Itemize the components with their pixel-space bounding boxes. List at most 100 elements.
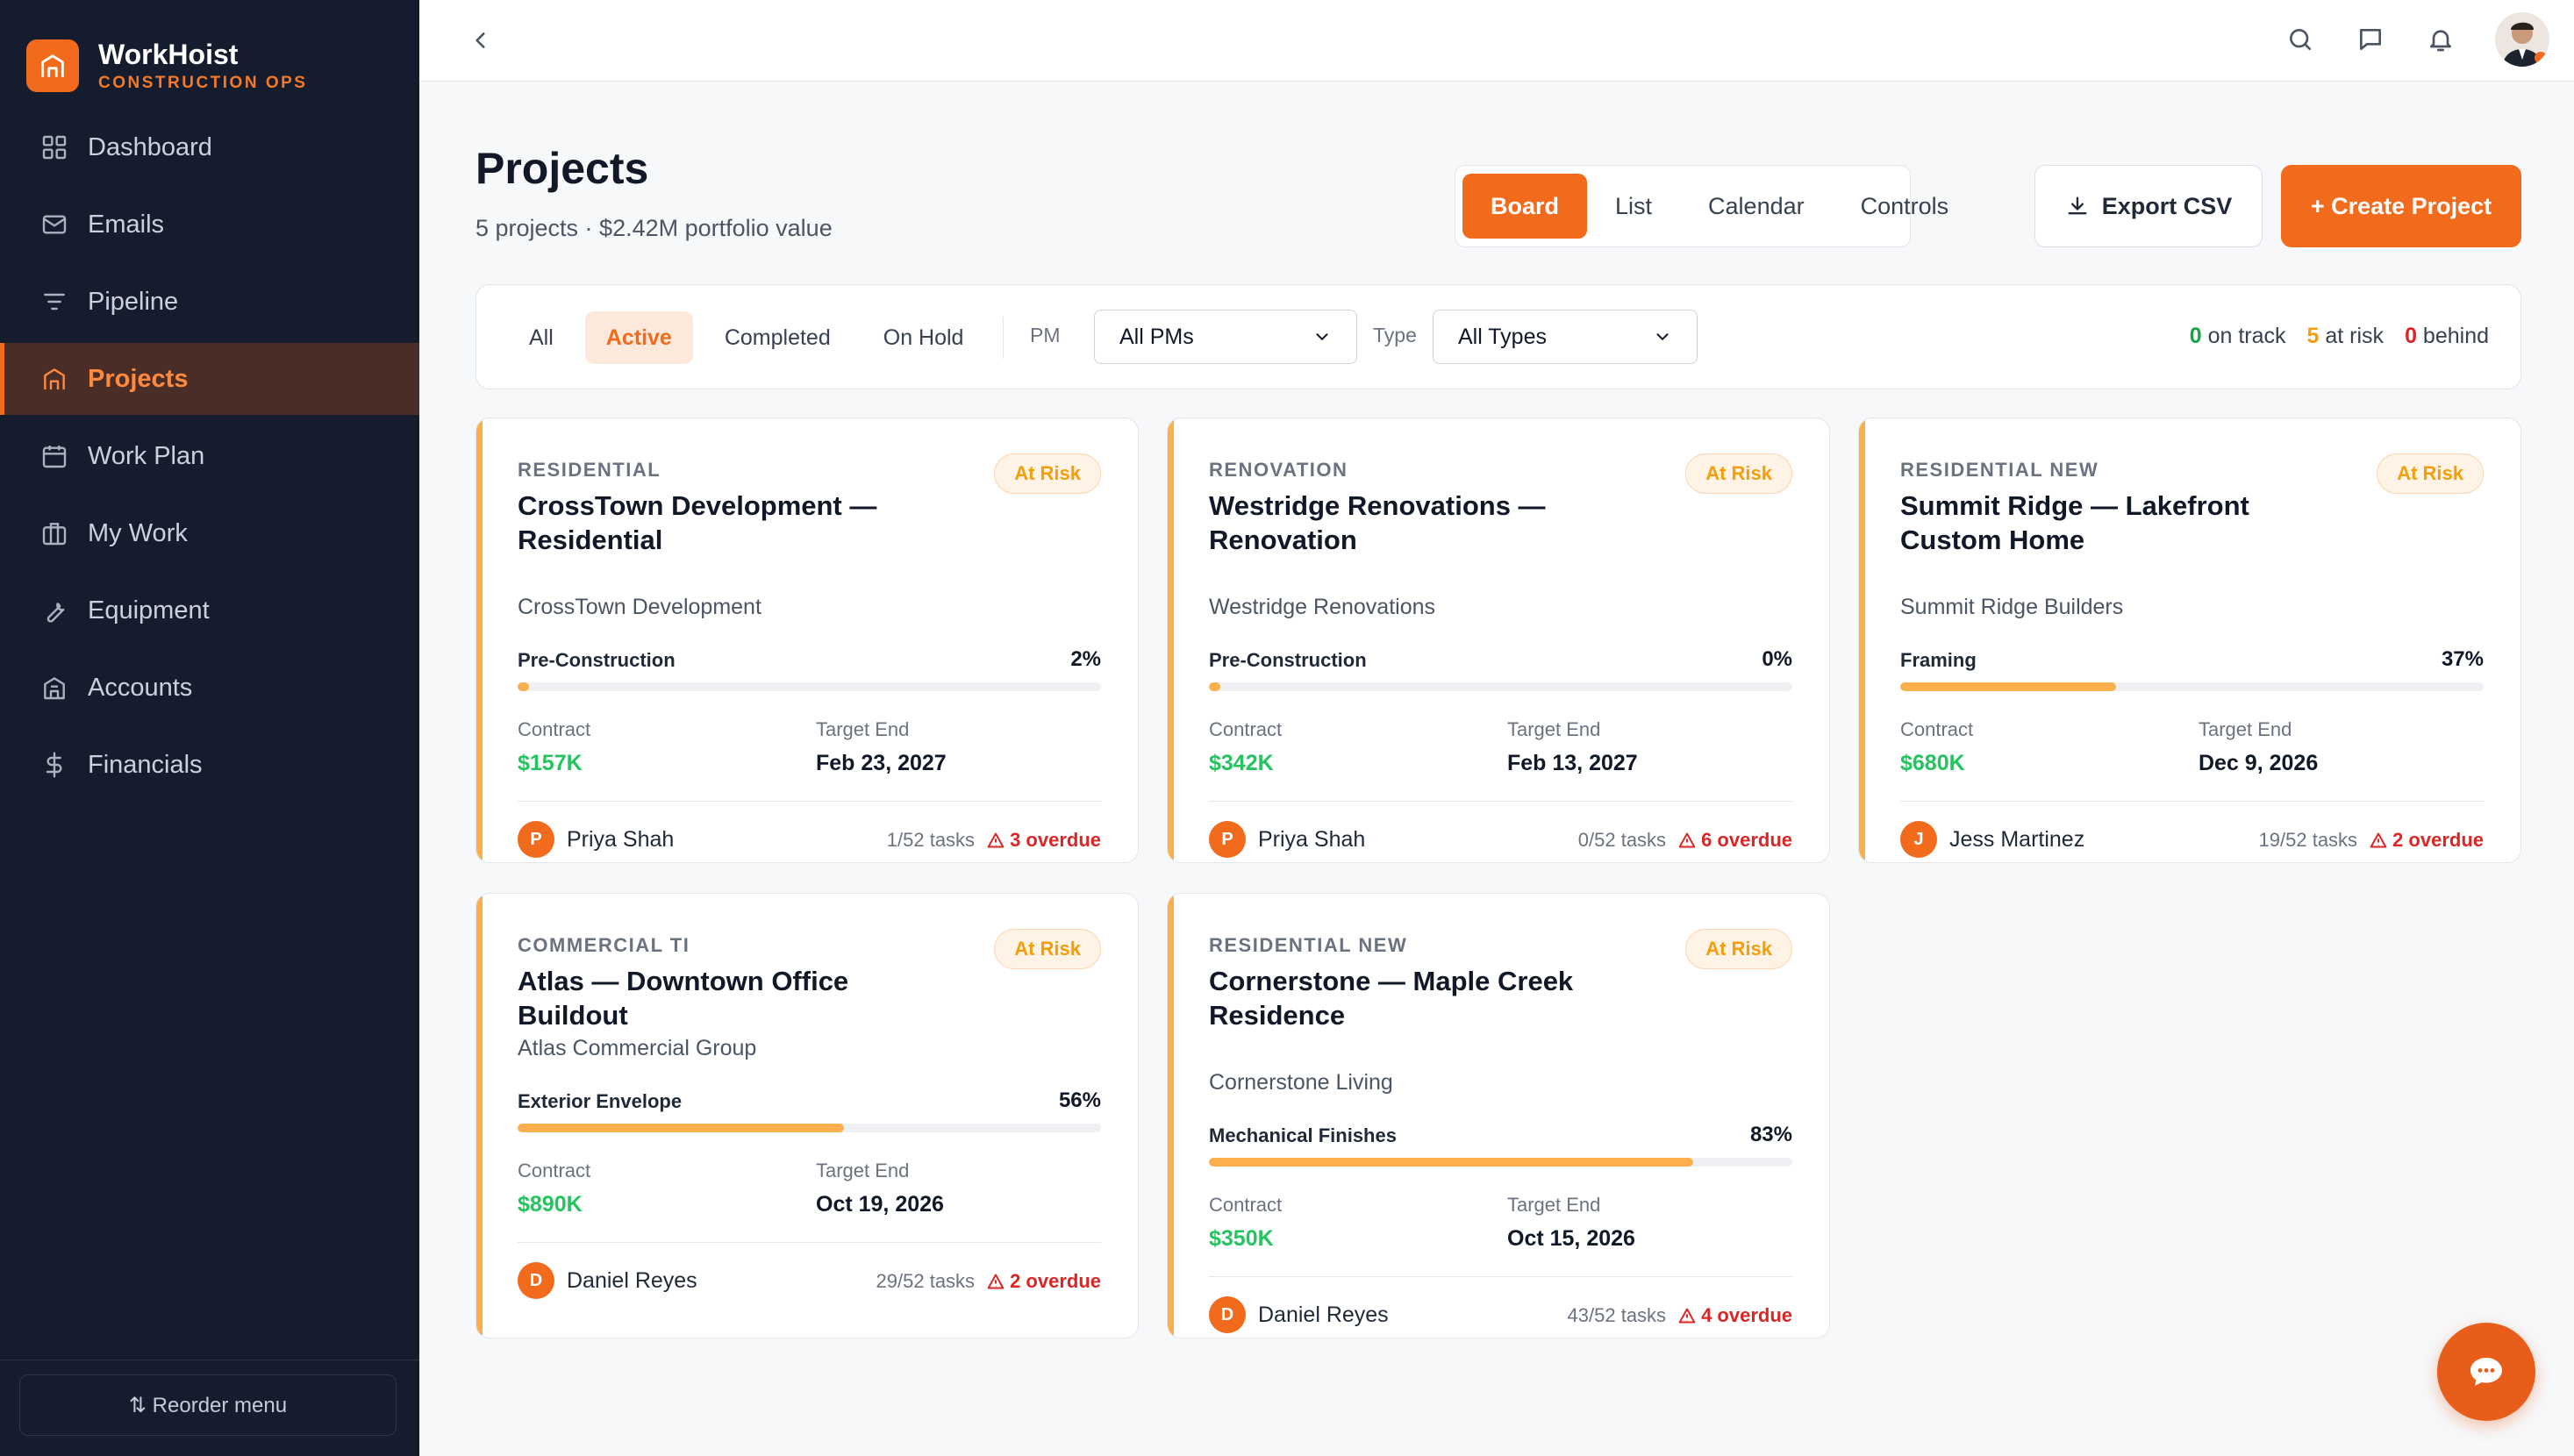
export-csv-button[interactable]: Export CSV	[2034, 165, 2263, 247]
pm-avatar: P	[518, 821, 554, 858]
project-category: COMMERCIAL TI	[518, 934, 690, 956]
reorder-menu-button[interactable]: ⇅ Reorder menu	[19, 1374, 397, 1436]
sidebar-item-work-plan[interactable]: Work Plan	[0, 420, 419, 492]
tab-controls[interactable]: Controls	[1860, 192, 1949, 219]
pm-name: Jess Martinez	[1949, 827, 2085, 852]
sidebar-item-label: Financials	[88, 750, 203, 779]
overdue-count: 4 overdue	[1678, 1304, 1792, 1327]
project-client: Westridge Renovations	[1209, 595, 1436, 619]
sidebar-item-projects[interactable]: Projects	[0, 343, 419, 415]
chevron-down-icon	[1316, 333, 1328, 341]
status-tab-all[interactable]: All	[529, 325, 554, 350]
contract-value: $680K	[1900, 751, 1965, 775]
task-count: 43/52 tasks	[1567, 1304, 1667, 1326]
tab-list[interactable]: List	[1615, 192, 1653, 219]
task-count: 19/52 tasks	[2258, 829, 2358, 851]
brand[interactable]: WorkHoist CONSTRUCTION OPS	[26, 39, 307, 93]
message-icon[interactable]	[2351, 20, 2390, 59]
pm-avatar: J	[1900, 821, 1937, 858]
sidebar-item-label: Pipeline	[88, 287, 179, 316]
status-badge: At Risk	[2377, 453, 2484, 494]
top-actions	[2249, 12, 2549, 67]
progress-bar	[1209, 1158, 1792, 1167]
pm-avatar: D	[518, 1262, 554, 1299]
progress-bar	[518, 1124, 1101, 1132]
sidebar-item-label: Equipment	[88, 596, 210, 625]
project-card[interactable]: RESIDENTIAL At Risk CrossTown Developmen…	[475, 418, 1139, 863]
type-select[interactable]: All Types	[1433, 310, 1698, 364]
progress-fill	[1209, 682, 1221, 691]
project-client: Atlas Commercial Group	[518, 1036, 757, 1060]
progress-percent: 83%	[1749, 1123, 1792, 1146]
project-title[interactable]: Summit Ridge — Lakefront Custom Home	[1900, 490, 2249, 555]
status-tab-active[interactable]: Active	[584, 311, 693, 364]
wrench-icon	[39, 595, 70, 626]
target-end-value: Feb 13, 2027	[1507, 751, 1638, 775]
sidebar-item-financials[interactable]: Financials	[0, 729, 419, 801]
sidebar-item-my-work[interactable]: My Work	[0, 497, 419, 569]
chat-button[interactable]	[2437, 1323, 2535, 1421]
sidebar-item-dashboard[interactable]: Dashboard	[0, 111, 419, 183]
tab-calendar[interactable]: Calendar	[1708, 192, 1805, 219]
sidebar-item-pipeline[interactable]: Pipeline	[0, 266, 419, 338]
user-avatar[interactable]	[2495, 12, 2549, 67]
status-tab-completed[interactable]: Completed	[724, 325, 831, 350]
alert-triangle-icon	[1678, 1308, 1696, 1324]
project-card[interactable]: RESIDENTIAL NEW At Risk Summit Ridge — L…	[1858, 418, 2521, 863]
mail-icon	[39, 209, 70, 240]
overdue-count: 2 overdue	[987, 1270, 1101, 1293]
sidebar-item-equipment[interactable]: Equipment	[0, 575, 419, 646]
target-end-label: Target End	[2199, 718, 2292, 740]
contract-label: Contract	[518, 1160, 591, 1181]
pm-select-value: All PMs	[1119, 324, 1194, 349]
project-card[interactable]: RESIDENTIAL NEW At Risk Cornerstone — Ma…	[1167, 893, 1830, 1338]
task-summary: 19/52 tasks 2 overdue	[2259, 829, 2484, 852]
back-button[interactable]	[463, 23, 498, 58]
create-project-button[interactable]: + Create Project	[2281, 165, 2521, 247]
task-count: 0/52 tasks	[1577, 829, 1667, 851]
sidebar: WorkHoist CONSTRUCTION OPS Dashboard Ema…	[0, 0, 419, 1456]
project-card[interactable]: COMMERCIAL TI At Risk Atlas — Downtown O…	[475, 893, 1139, 1338]
contract-value: $342K	[1209, 751, 1274, 775]
status-badge: At Risk	[994, 453, 1101, 494]
search-icon[interactable]	[2281, 20, 2320, 59]
project-client: Cornerstone Living	[1209, 1070, 1393, 1095]
sidebar-item-emails[interactable]: Emails	[0, 189, 419, 261]
bell-icon[interactable]	[2421, 20, 2460, 59]
project-card[interactable]: RENOVATION At Risk Westridge Renovations…	[1167, 418, 1830, 863]
contract-label: Contract	[518, 718, 591, 740]
status-tab-on-hold[interactable]: On Hold	[883, 325, 964, 350]
dollar-icon	[39, 749, 70, 781]
project-category: RENOVATION	[1209, 459, 1348, 481]
behind-summary: 0 behind	[2405, 324, 2489, 348]
pm-name: Priya Shah	[567, 827, 675, 852]
top-bar	[419, 0, 2574, 82]
target-end-label: Target End	[816, 1160, 910, 1181]
target-end-label: Target End	[816, 718, 910, 740]
project-category: RESIDENTIAL	[518, 459, 661, 481]
status-badge: At Risk	[994, 929, 1101, 969]
chat-icon	[2470, 1358, 2502, 1386]
project-title[interactable]: Atlas — Downtown Office Buildout	[518, 966, 849, 1031]
project-title[interactable]: Westridge Renovations — Renovation	[1209, 490, 1546, 555]
project-title[interactable]: CrossTown Development — Residential	[518, 490, 877, 555]
type-filter-label: Type	[1373, 324, 1417, 346]
chevron-down-icon	[1656, 333, 1669, 341]
contract-label: Contract	[1209, 718, 1283, 740]
alert-triangle-icon	[987, 832, 1005, 848]
filter-divider	[1003, 317, 1004, 359]
sidebar-item-accounts[interactable]: Accounts	[0, 652, 419, 724]
pm-select[interactable]: All PMs	[1094, 310, 1357, 364]
target-end-value: Oct 19, 2026	[816, 1192, 944, 1217]
on-track-summary: 0 on track	[2189, 324, 2286, 348]
project-title[interactable]: Cornerstone — Maple Creek Residence	[1209, 966, 1574, 1031]
status-badge: At Risk	[1685, 929, 1792, 969]
overdue-count: 3 overdue	[987, 829, 1101, 852]
target-end-value: Oct 15, 2026	[1507, 1226, 1635, 1251]
tab-board[interactable]: Board	[1462, 174, 1588, 239]
sidebar-item-label: Dashboard	[88, 132, 212, 161]
brand-subtitle: CONSTRUCTION OPS	[98, 74, 308, 92]
card-divider	[1209, 801, 1792, 802]
progress-fill	[518, 682, 530, 691]
status-summary: 0 on track 5 at risk 0 behind	[2190, 324, 2489, 349]
